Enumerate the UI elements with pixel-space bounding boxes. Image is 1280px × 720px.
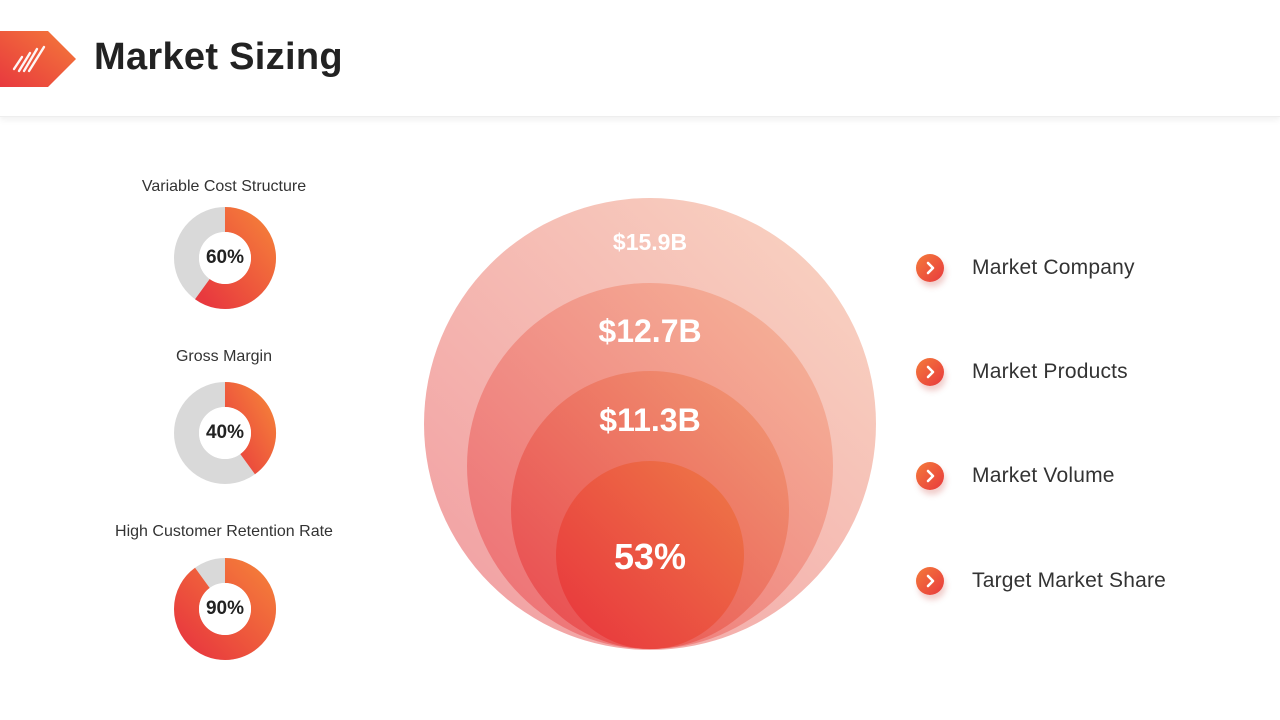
bubble-inner (556, 461, 744, 649)
donut-hole (199, 583, 251, 635)
logo-icon (0, 31, 76, 87)
legend-label: Market Company (972, 256, 1135, 279)
donut-hole (199, 407, 251, 459)
chevron-right-icon (916, 462, 944, 490)
gauge-label: High Customer Retention Rate (115, 523, 333, 540)
donut-chart: 90% (173, 557, 277, 661)
bubble-value-third: $11.3B (599, 402, 701, 438)
legend-label: Target Market Share (972, 569, 1167, 592)
donut-chart: 60% (173, 206, 277, 310)
donut-chart: 40% (173, 381, 277, 485)
donut-arc (174, 558, 276, 660)
chevron-right-icon (916, 358, 944, 386)
donut-value: 40% (205, 422, 245, 443)
legend-label: Market Products (972, 360, 1128, 383)
gauge-label: Variable Cost Structure (141, 178, 307, 195)
donut-arc (195, 207, 276, 309)
header: Market Sizing (0, 0, 1280, 117)
bubble-value-second: $12.7B (598, 313, 702, 349)
donut-hole (199, 232, 251, 284)
donut-arc (224, 382, 276, 475)
legend-label: Market Volume (972, 464, 1115, 487)
donut-value: 60% (205, 247, 245, 268)
chevron-right-icon (916, 254, 944, 282)
chevron-right-icon (916, 567, 944, 595)
nested-bubble-diagram (424, 198, 876, 650)
bubble-value-outer: $15.9B (612, 229, 688, 255)
page-title: Market Sizing (94, 36, 343, 78)
donut-value: 90% (205, 598, 245, 619)
bubble-value-inner: 53% (613, 536, 687, 577)
gauge-label: Gross Margin (175, 348, 273, 365)
